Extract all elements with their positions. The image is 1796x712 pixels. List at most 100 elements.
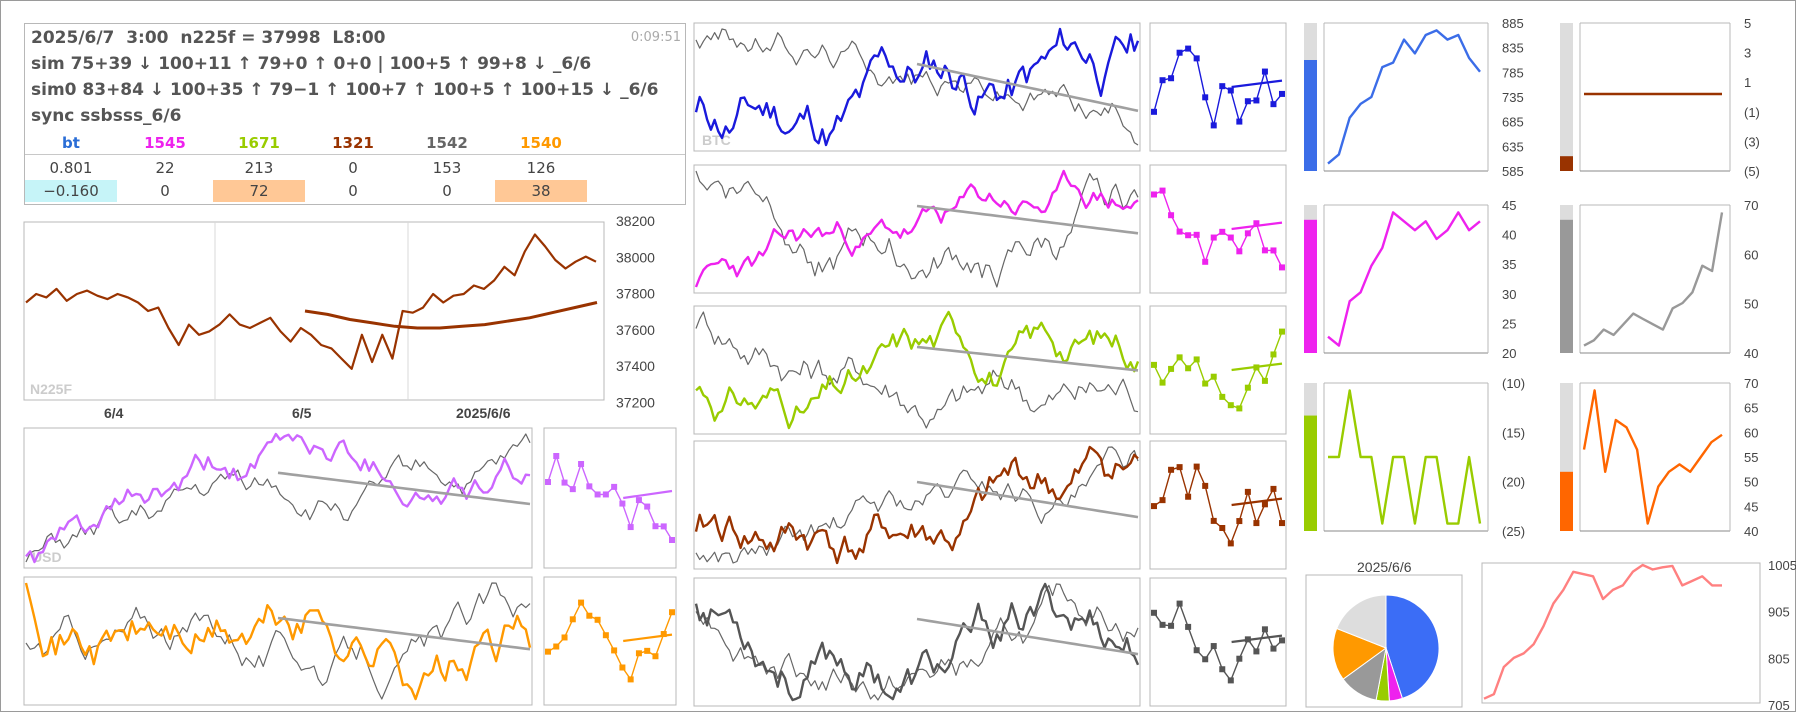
y-tick-label: (3) xyxy=(1744,134,1760,149)
main-series-line xyxy=(25,432,531,564)
mini-marker xyxy=(1202,94,1209,101)
moving-average-line xyxy=(277,471,531,506)
mini-marker xyxy=(652,653,659,660)
moving-average-line xyxy=(916,617,1139,656)
pie-slice xyxy=(1385,594,1440,700)
elapsed-time: 0:09:51 xyxy=(630,30,681,45)
mini-ma-line xyxy=(1231,221,1283,231)
mini-marker xyxy=(1219,393,1226,400)
line-panel xyxy=(693,577,1141,707)
mini-marker xyxy=(627,676,634,683)
mini-ma-line xyxy=(623,633,673,643)
mini-marker xyxy=(1227,677,1234,684)
stats-col-name: 1321 xyxy=(332,134,374,152)
y-tick-label: 37400 xyxy=(616,358,655,374)
mini-marker xyxy=(1261,501,1268,508)
mini-marker xyxy=(594,616,601,623)
mini-marker xyxy=(1176,228,1183,235)
mini-panel xyxy=(1149,440,1287,570)
mini-panel xyxy=(543,427,677,569)
y-tick-label: 38000 xyxy=(616,249,655,265)
y-tick-label: 30 xyxy=(1502,287,1516,302)
moving-average-line xyxy=(916,345,1139,372)
mini-marker xyxy=(1151,609,1157,616)
n225f-panel xyxy=(23,221,605,401)
mini-marker xyxy=(545,479,551,486)
stats-value-1: 213 xyxy=(244,159,274,177)
y-tick-label: 37600 xyxy=(616,322,655,338)
stats-value-2: 0 xyxy=(442,182,452,200)
mini-marker xyxy=(660,631,667,638)
y-tick-label: 45 xyxy=(1502,198,1516,213)
mini-marker xyxy=(545,648,551,655)
mini-marker xyxy=(1279,637,1285,644)
mini-ma-line xyxy=(1231,79,1283,89)
n225f-line xyxy=(25,233,597,370)
mini-marker xyxy=(1176,354,1183,361)
mini-marker xyxy=(1270,645,1277,652)
y-tick-label: 735 xyxy=(1502,90,1524,105)
y-tick-label: 25 xyxy=(1502,316,1516,331)
mini-marker xyxy=(1168,622,1175,629)
mini-line xyxy=(547,601,673,681)
mini-marker xyxy=(1270,485,1277,492)
mini-marker xyxy=(1227,540,1234,547)
gray-series-line xyxy=(25,433,531,563)
main-series-line xyxy=(694,445,1139,565)
main-series-line xyxy=(694,27,1140,147)
mini-marker xyxy=(1219,83,1226,90)
mini-marker xyxy=(1227,87,1234,94)
mini-marker xyxy=(1253,520,1260,527)
mini-marker xyxy=(1261,377,1268,384)
mini-marker xyxy=(669,537,675,543)
mini-marker xyxy=(1193,463,1200,470)
mini-marker xyxy=(1176,600,1183,607)
mini-marker xyxy=(635,497,642,504)
mini-marker xyxy=(669,609,675,616)
level-bar-fill xyxy=(1560,471,1573,531)
y-tick-label: 37800 xyxy=(616,286,655,302)
1545-level-line xyxy=(1327,211,1481,347)
x-tick-label: 2025/6/6 xyxy=(456,405,511,421)
mini-marker xyxy=(1151,191,1157,198)
mini-marker xyxy=(586,483,593,490)
mini-marker xyxy=(644,503,651,510)
y-tick-label: 3 xyxy=(1744,46,1751,61)
mini-marker xyxy=(660,523,667,530)
summary-line-2: sim 75+39 ↓ 100+11 ↑ 79+0 ↑ 0+0 | 100+5 … xyxy=(31,54,592,74)
mini-marker xyxy=(1253,220,1260,227)
mini-marker xyxy=(1168,365,1175,372)
mini-marker xyxy=(1279,90,1285,97)
mini-marker xyxy=(1168,466,1175,473)
mini-marker xyxy=(1185,232,1192,239)
stats-col-name: 1540 xyxy=(520,134,562,152)
mini-line xyxy=(1153,465,1283,545)
y-tick-label: 905 xyxy=(1768,605,1790,620)
gray-series-line xyxy=(695,311,1139,429)
summary-panel: 2025/6/7 3:00 n225f = 37998 L8:00 0:09:5… xyxy=(24,23,686,205)
mini-marker xyxy=(1159,77,1166,84)
y-tick-label: 1005 xyxy=(1768,558,1796,573)
mini-marker xyxy=(1227,234,1234,241)
mini-marker xyxy=(1261,247,1268,254)
mini-marker xyxy=(1176,49,1183,56)
y-tick-label: (1) xyxy=(1744,105,1760,120)
y-tick-label: 60 xyxy=(1744,425,1758,440)
mini-marker xyxy=(1236,405,1243,412)
mini-marker xyxy=(1202,482,1209,489)
mini-marker xyxy=(1219,525,1226,532)
line-panel xyxy=(693,164,1141,294)
line-panel xyxy=(693,22,1141,152)
y-tick-label: 885 xyxy=(1502,16,1524,31)
mini-ma-line xyxy=(1231,634,1283,644)
mini-marker xyxy=(644,647,651,654)
stats-value-1: 153 xyxy=(432,159,462,177)
gray-series-line xyxy=(695,583,1139,701)
y-tick-label: (20) xyxy=(1502,475,1525,490)
mini-marker xyxy=(1253,97,1260,104)
mini-marker xyxy=(1185,493,1192,500)
y-tick-label: (25) xyxy=(1502,524,1525,539)
mini-panel xyxy=(543,576,677,706)
mini-marker xyxy=(1219,228,1226,235)
pie-panel xyxy=(1305,574,1463,708)
